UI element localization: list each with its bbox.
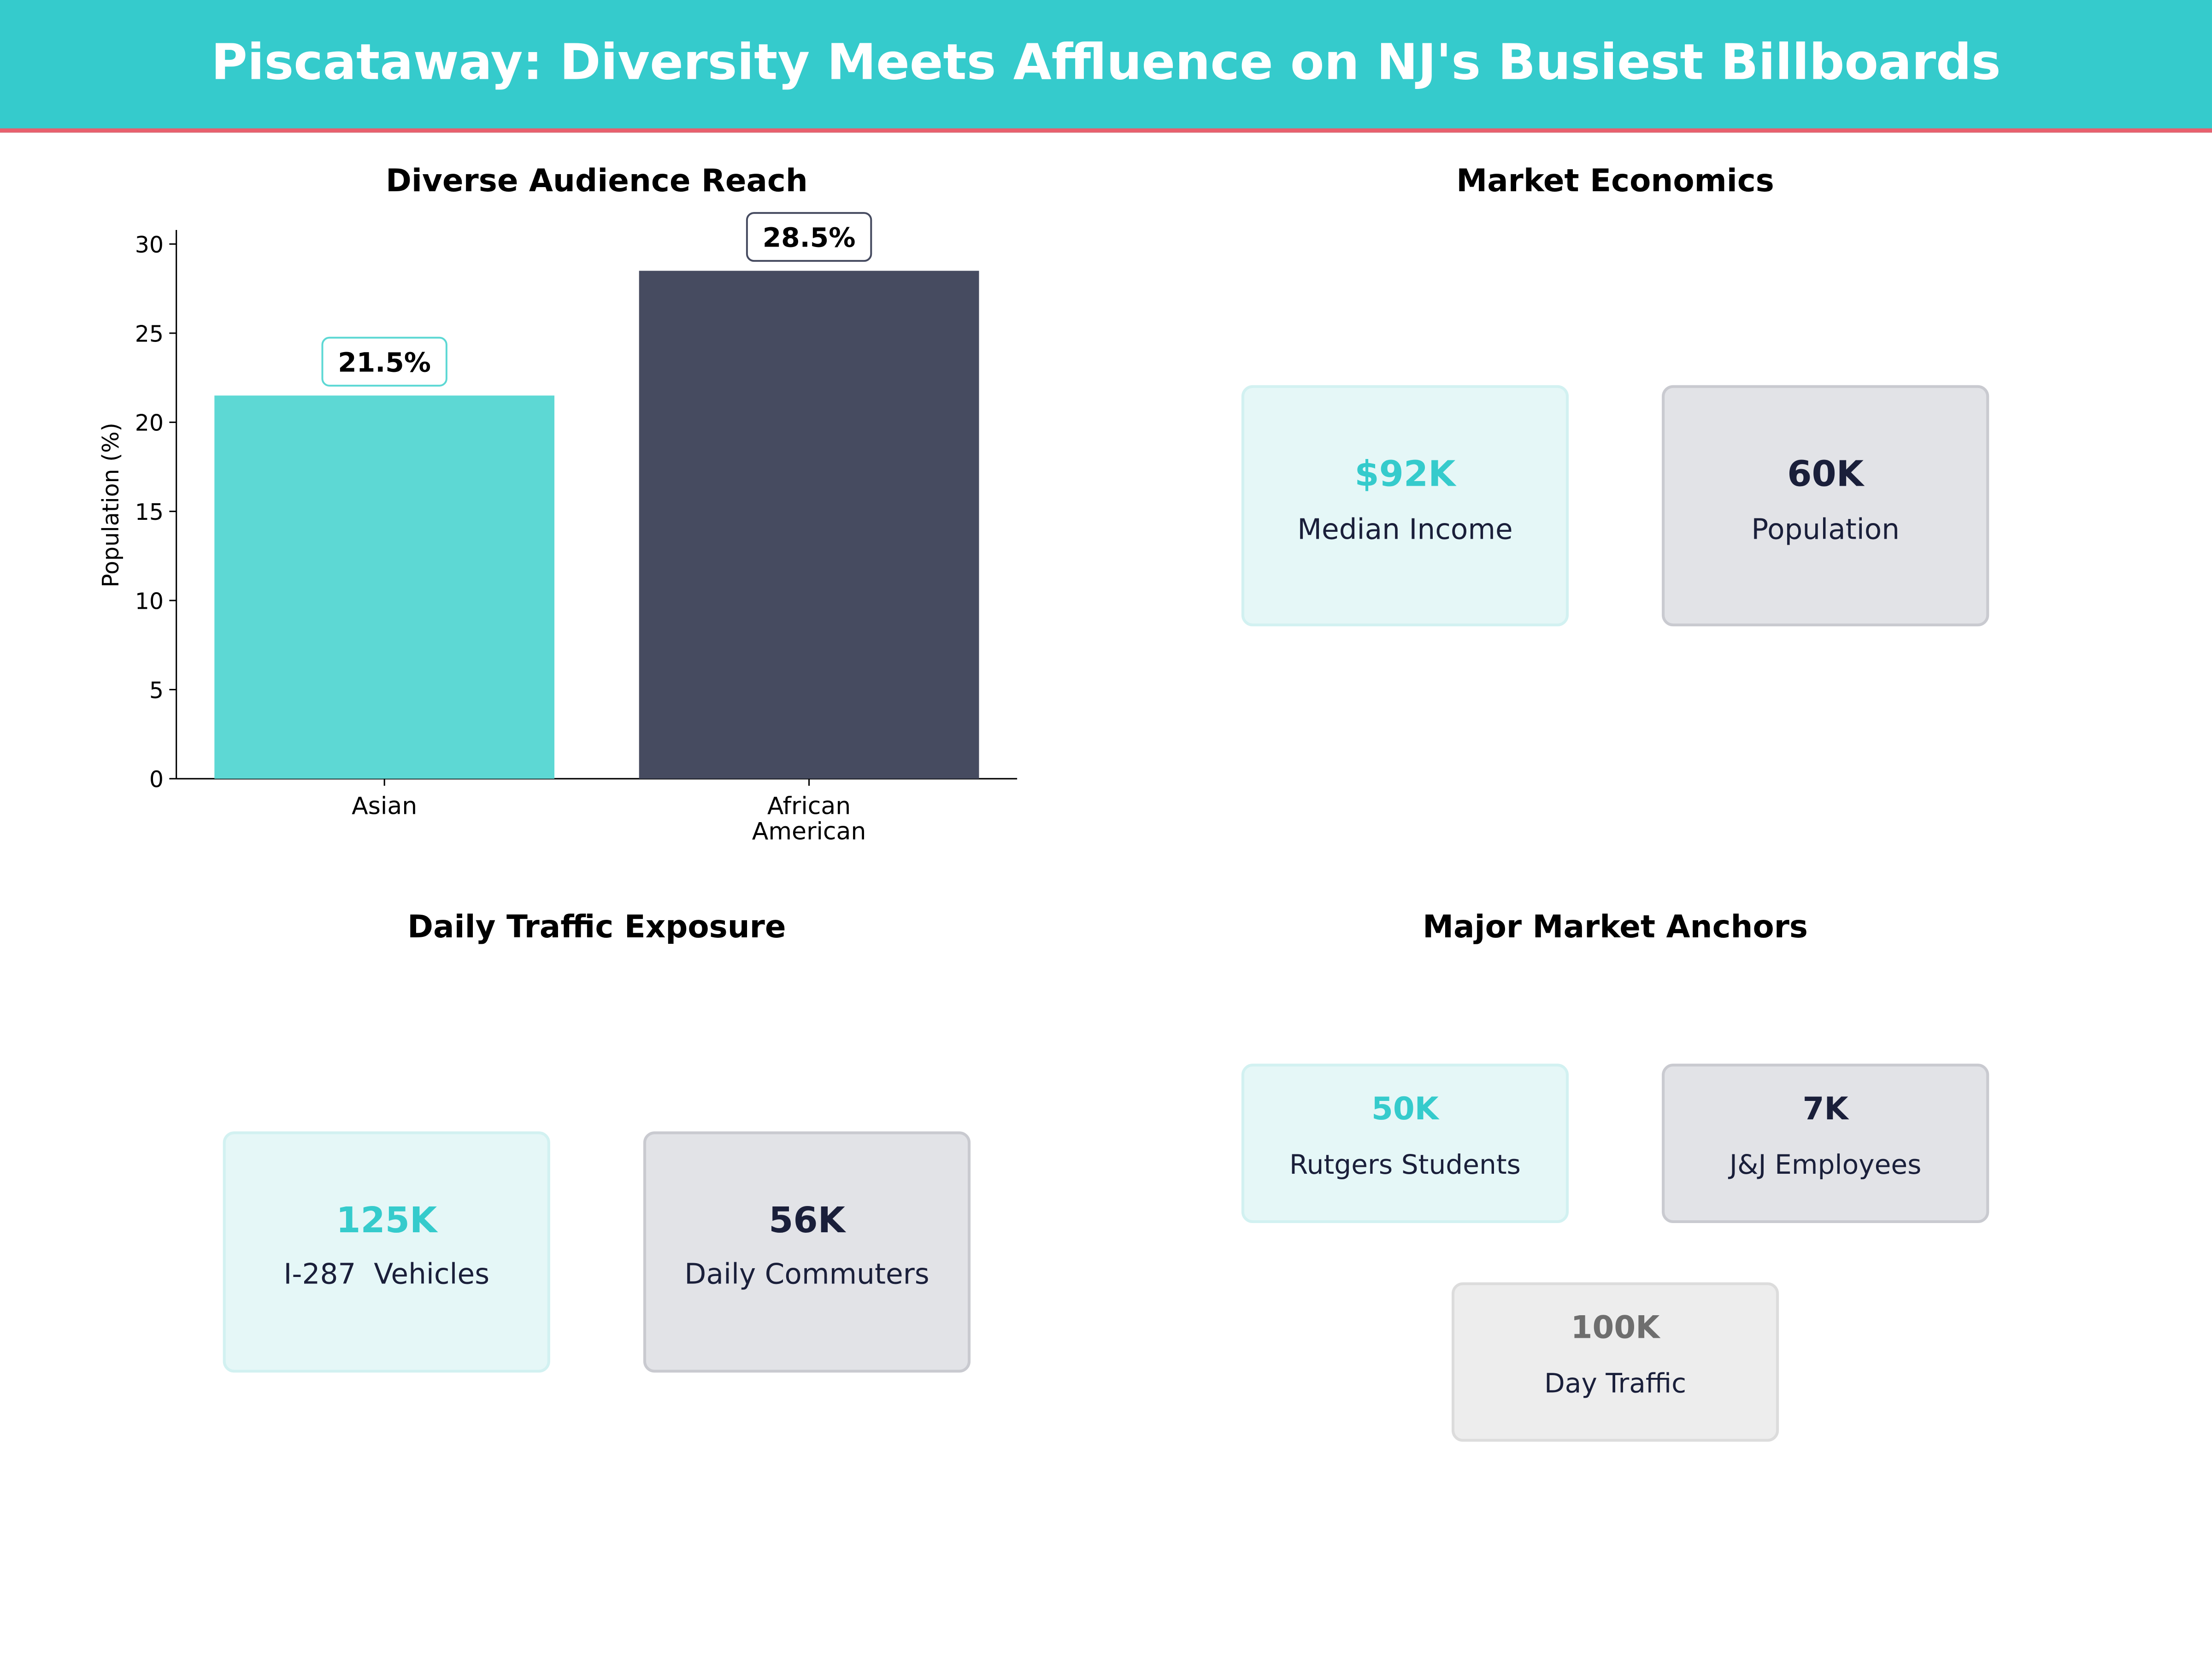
card-value: 56K xyxy=(769,1200,845,1241)
data-label: 21.5% xyxy=(338,347,431,378)
card-label: Daily Commuters xyxy=(684,1257,930,1291)
population-card: 60K Population xyxy=(1662,385,1989,627)
y-tick-label: 25 xyxy=(135,321,164,347)
page-title: Piscataway: Diversity Meets Affluence on… xyxy=(211,35,2001,92)
economics-title: Market Economics xyxy=(1456,164,1774,200)
header-banner: Piscataway: Diversity Meets Affluence on… xyxy=(0,0,2212,133)
data-label-box xyxy=(321,336,447,387)
y-tick-label: 0 xyxy=(149,766,164,793)
card-value: 125K xyxy=(336,1200,437,1241)
card-label: I-287 Vehicles xyxy=(283,1257,490,1291)
vehicles-card: 125K I-287 Vehicles xyxy=(223,1131,550,1373)
y-tick-label: 10 xyxy=(135,588,164,614)
bar-1 xyxy=(639,271,979,779)
data-label-box xyxy=(746,212,872,262)
card-label: Population xyxy=(1751,512,1900,546)
card-value: 7K xyxy=(1802,1092,1848,1128)
rutgers-card: 50K Rutgers Students xyxy=(1241,1064,1569,1224)
median-income-card: $92K Median Income xyxy=(1241,385,1569,627)
card-value: $92K xyxy=(1354,453,1456,494)
jj-card: 7K J&J Employees xyxy=(1662,1064,1989,1224)
data-label: 28.5% xyxy=(763,222,856,253)
y-tick-label: 20 xyxy=(135,410,164,436)
commuters-card: 56K Daily Commuters xyxy=(643,1131,971,1373)
card-value: 50K xyxy=(1371,1092,1439,1128)
card-label: Median Income xyxy=(1297,512,1513,546)
card-label: Rutgers Students xyxy=(1289,1149,1521,1181)
y-tick-label: 30 xyxy=(135,232,164,258)
card-value: 100K xyxy=(1571,1311,1660,1347)
x-tick-label: Asian xyxy=(352,792,417,820)
anchors-title: Major Market Anchors xyxy=(1423,911,1808,946)
x-tick-label: African American xyxy=(752,792,866,845)
card-label: J&J Employees xyxy=(1729,1149,1922,1181)
chart-title: Diverse Audience Reach xyxy=(385,164,808,200)
y-axis-label: Population (%) xyxy=(98,423,124,588)
traffic-title: Daily Traffic Exposure xyxy=(407,911,786,946)
y-tick-label: 15 xyxy=(135,499,164,525)
bar-0 xyxy=(214,395,555,779)
card-value: 60K xyxy=(1787,453,1864,494)
bar-chart: 0 5 10 15 20 25 30 Population (%) Asian 21.5% Afri… xyxy=(98,212,1018,845)
card-label: Day Traffic xyxy=(1544,1368,1687,1400)
y-tick-label: 5 xyxy=(149,677,164,704)
day-traffic-card: 100K Day Traffic xyxy=(1451,1282,1779,1442)
